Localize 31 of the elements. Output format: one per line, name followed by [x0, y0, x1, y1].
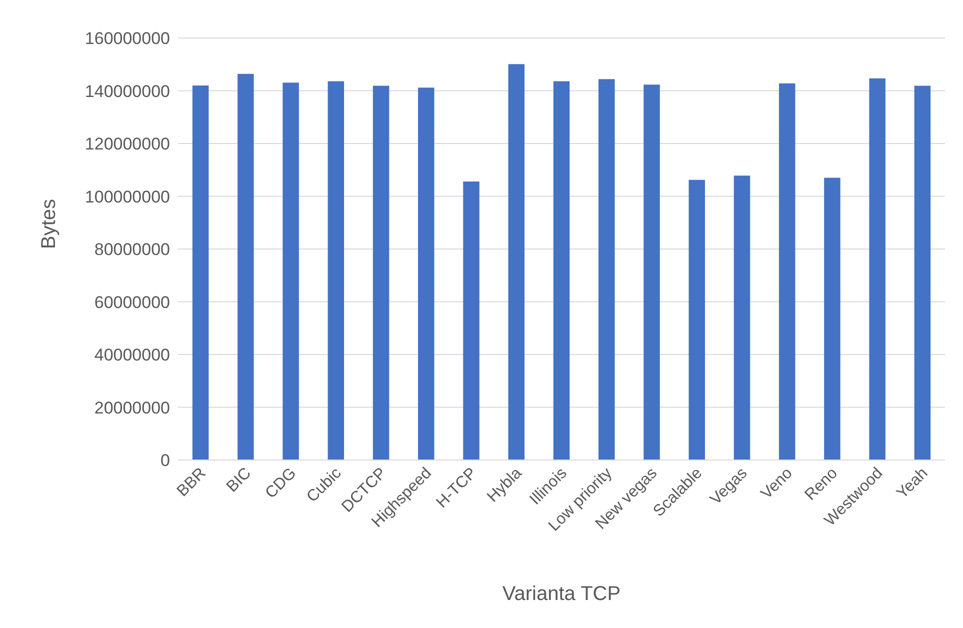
bar	[328, 81, 344, 460]
bar	[282, 82, 299, 460]
y-tick-label: 0	[160, 451, 170, 470]
bar	[418, 88, 434, 460]
bar	[192, 85, 209, 460]
y-tick-label: 140000000	[84, 82, 170, 101]
y-tick-label: 80000000	[94, 240, 170, 260]
bar	[688, 180, 705, 460]
bar	[778, 83, 796, 460]
x-tick-label: BIC	[224, 464, 255, 496]
x-axis-title: Varianta TCP	[502, 583, 621, 605]
bar	[553, 81, 570, 460]
y-tick-label: 40000000	[94, 346, 170, 365]
bar	[463, 181, 480, 460]
y-axis-title: Bytes	[38, 198, 60, 249]
y-tick-label: 160000000	[84, 29, 170, 48]
bar	[372, 86, 390, 460]
bar	[824, 178, 840, 460]
bar	[734, 176, 750, 460]
y-tick-label: 60000000	[94, 292, 170, 312]
y-tick-label: 120000000	[84, 134, 170, 154]
bar	[508, 64, 525, 460]
y-tick-label: 100000000	[84, 187, 170, 206]
bar	[644, 84, 660, 460]
x-tick-label: Yeah	[894, 464, 932, 502]
bar	[914, 86, 931, 460]
x-tick-label: Veno	[758, 464, 796, 503]
y-tick-label: 20000000	[94, 398, 170, 418]
bar	[238, 74, 254, 460]
bar	[869, 78, 886, 460]
bar	[598, 79, 615, 460]
